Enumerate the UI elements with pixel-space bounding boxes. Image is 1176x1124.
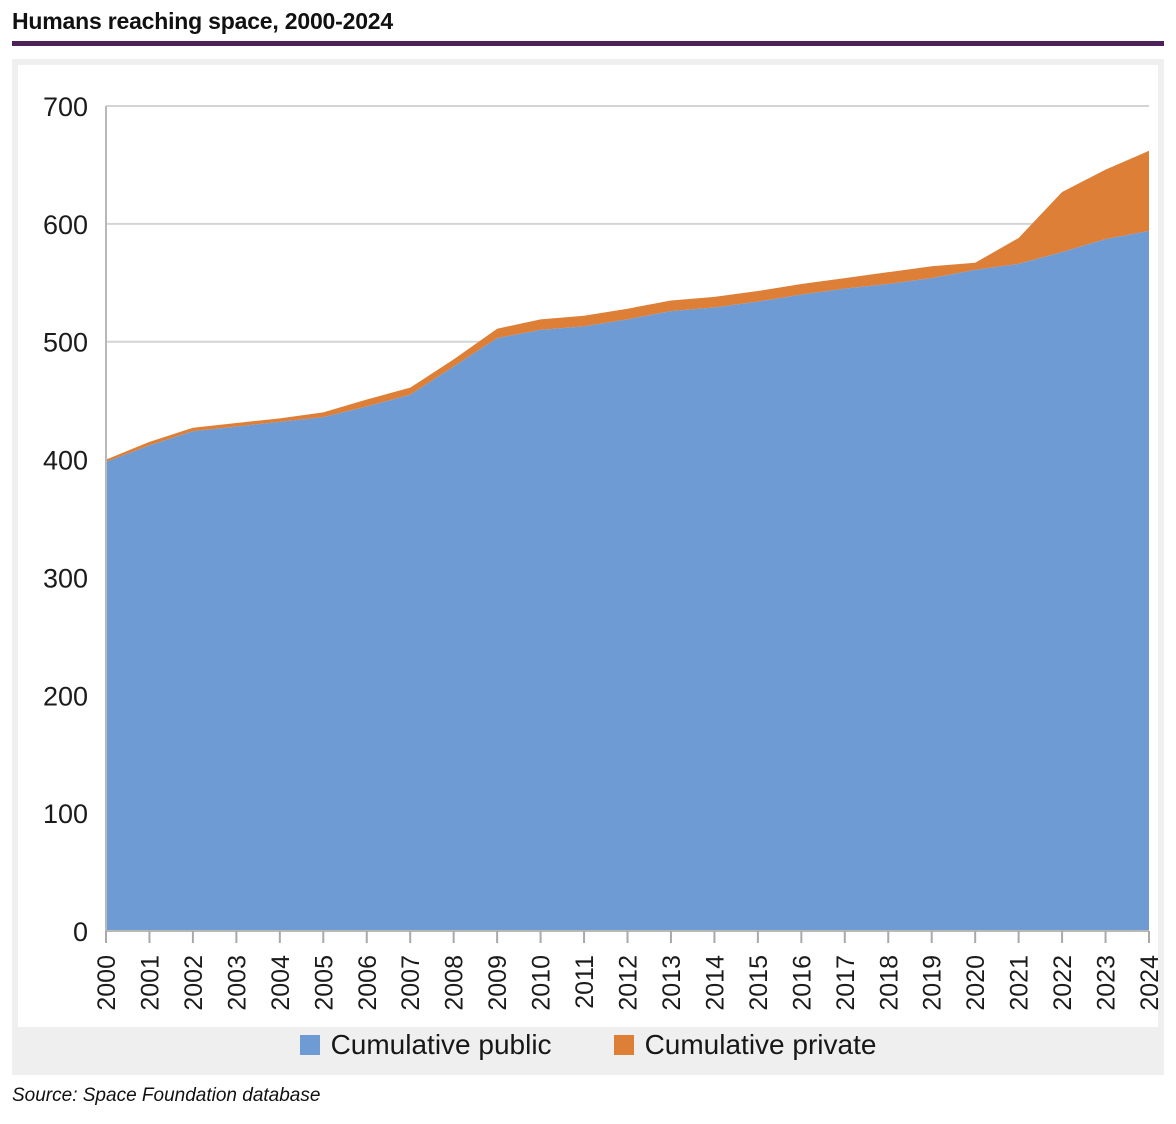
svg-text:2018: 2018: [875, 955, 903, 1011]
svg-text:2023: 2023: [1093, 955, 1121, 1011]
legend-swatch-icon: [299, 1034, 320, 1055]
svg-text:2004: 2004: [267, 955, 295, 1011]
title-underline-rule: [12, 40, 1164, 46]
area-cumulative-private: [106, 150, 1149, 931]
svg-text:2009: 2009: [484, 955, 512, 1011]
area-series-group: [106, 150, 1149, 931]
svg-text:200: 200: [43, 681, 88, 711]
svg-text:2003: 2003: [223, 955, 251, 1011]
page-title: Humans reaching space, 2000-2024: [12, 8, 393, 34]
svg-text:2024: 2024: [1136, 955, 1158, 1011]
svg-text:600: 600: [43, 209, 88, 239]
svg-text:2014: 2014: [701, 955, 729, 1011]
legend-label: Cumulative public: [330, 1028, 552, 1060]
svg-text:2010: 2010: [528, 955, 556, 1011]
x-axis: 2000 2001 2002 2003 2004 2005 2006 2007 2008 2009…: [93, 929, 1158, 1011]
svg-text:500: 500: [43, 327, 88, 357]
chart-legend: Cumulative public Cumulative private: [12, 1028, 1164, 1060]
svg-text:2017: 2017: [832, 955, 860, 1011]
svg-text:2001: 2001: [136, 955, 164, 1011]
svg-text:2000: 2000: [93, 955, 121, 1011]
svg-text:2007: 2007: [397, 955, 425, 1011]
chart-panel: 0 100 200 300 400 500 600 700 2000 2001 2002 2003 2…: [12, 58, 1164, 1075]
svg-text:2020: 2020: [962, 955, 990, 1011]
svg-text:2022: 2022: [1049, 955, 1077, 1011]
svg-text:2006: 2006: [354, 955, 382, 1011]
source-note: Source: Space Foundation database: [12, 1085, 321, 1106]
svg-text:700: 700: [43, 92, 88, 122]
svg-text:2002: 2002: [180, 955, 208, 1011]
y-axis: 0 100 200 300 400 500 600 700: [43, 92, 107, 947]
svg-text:2019: 2019: [919, 955, 947, 1011]
svg-text:300: 300: [43, 563, 88, 593]
svg-text:2013: 2013: [658, 955, 686, 1011]
svg-text:2021: 2021: [1006, 955, 1034, 1011]
legend-item-cumulative-private[interactable]: Cumulative private: [613, 1028, 877, 1060]
svg-text:2015: 2015: [745, 955, 773, 1011]
svg-text:400: 400: [43, 445, 88, 475]
svg-text:2005: 2005: [310, 955, 338, 1011]
title-block: Humans reaching space, 2000-2024: [0, 0, 1176, 46]
svg-text:100: 100: [43, 799, 88, 829]
svg-text:2016: 2016: [788, 955, 816, 1011]
legend-item-cumulative-public[interactable]: Cumulative public: [299, 1028, 552, 1060]
svg-text:2012: 2012: [615, 955, 643, 1011]
svg-text:2011: 2011: [571, 955, 599, 1009]
svg-text:0: 0: [73, 917, 88, 947]
legend-swatch-icon: [613, 1034, 634, 1055]
area-cumulative-public: [106, 230, 1149, 931]
plot-card: 0 100 200 300 400 500 600 700 2000 2001 2002 2003 2…: [18, 64, 1158, 1027]
svg-text:2008: 2008: [441, 955, 469, 1011]
legend-label: Cumulative private: [644, 1028, 877, 1060]
